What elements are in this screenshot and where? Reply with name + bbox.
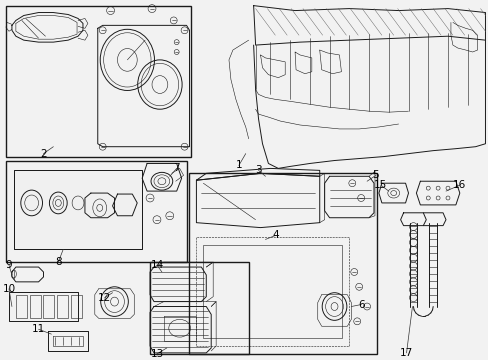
Text: 13: 13 [150, 349, 163, 359]
Text: 7: 7 [173, 163, 180, 174]
Text: 11: 11 [32, 324, 45, 334]
Bar [196, 238, 348, 346]
Bar [71, 295, 82, 318]
Text: 5: 5 [372, 170, 379, 180]
Bar [14, 170, 142, 249]
Text: 3: 3 [255, 165, 262, 175]
Bar [43, 295, 54, 318]
Bar [14, 170, 142, 249]
Text: 16: 16 [452, 180, 466, 190]
Bar [57, 295, 68, 318]
Bar [6, 161, 186, 262]
Text: 15: 15 [373, 180, 386, 190]
Bar [203, 246, 342, 338]
Text: 6: 6 [357, 300, 364, 310]
Bar [6, 6, 191, 157]
Bar [188, 173, 376, 354]
Bar [30, 295, 41, 318]
Text: 4: 4 [271, 230, 278, 240]
Text: 9: 9 [6, 260, 12, 270]
Text: 8: 8 [55, 257, 61, 267]
Text: 14: 14 [150, 260, 163, 270]
Bar [16, 295, 27, 318]
Text: 12: 12 [98, 293, 111, 303]
Text: 2: 2 [40, 149, 47, 159]
Text: 10: 10 [2, 284, 16, 294]
Bar [150, 262, 248, 354]
Text: 1: 1 [235, 161, 242, 170]
Text: 17: 17 [399, 348, 412, 358]
